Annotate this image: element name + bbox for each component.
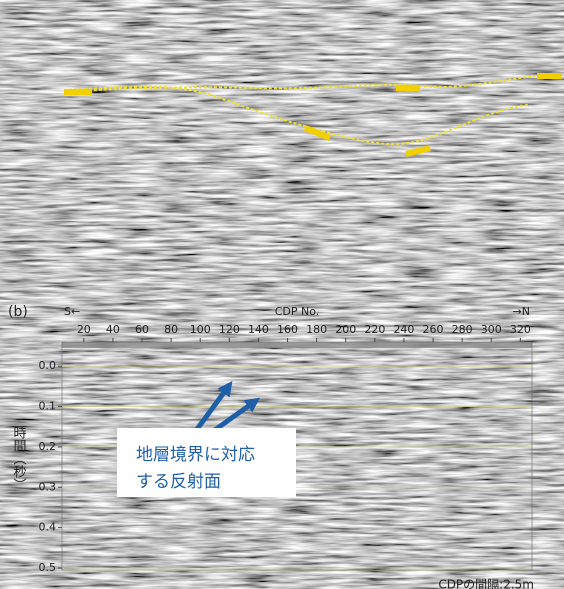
- top-band: [62, 342, 532, 348]
- panels: (a) CDP No. S← →N 10 20 30 40 50 60 70 80 90 100 110 12…: [8, 9, 562, 589]
- y-tick-label: 0.0: [39, 61, 57, 74]
- x-left-label: S←: [64, 305, 80, 318]
- x-tick-label: 80: [270, 26, 284, 39]
- annotation-text: する反射面: [136, 472, 221, 492]
- x-tick-label: 140: [248, 323, 269, 336]
- x-tick-label: 320: [510, 323, 531, 336]
- x-tick-label: 300: [481, 323, 502, 336]
- x-axis-title: CDP No.: [277, 10, 322, 23]
- y-tick-label: 0.1: [39, 400, 57, 413]
- y-tick-label: 0.4: [39, 521, 57, 534]
- x-tick-label: 100: [190, 323, 211, 336]
- x-tick-label: 50: [189, 26, 203, 39]
- annotation-text: 地層境界に対応: [136, 445, 255, 465]
- x-tick-label: 20: [77, 323, 91, 336]
- x-tick-label: 120: [374, 26, 395, 39]
- x-tick-label: 10: [82, 26, 96, 39]
- x-tick-label: 140: [427, 26, 448, 39]
- x-tick-label: 260: [423, 323, 444, 336]
- y-tick-label: 0.5: [39, 263, 57, 276]
- spacing-note: CDPの間隔:5m: [455, 278, 539, 292]
- y-tick-label: 0.2: [39, 142, 57, 155]
- seismic-section: [62, 62, 537, 270]
- x-tick-label: 100: [320, 26, 341, 39]
- x-tick-label: 60: [135, 323, 149, 336]
- y-axis-title: 時間（秒）: [11, 136, 27, 201]
- panel-label: (b): [8, 304, 28, 320]
- x-tick-label: 90: [297, 26, 311, 39]
- x-tick-label: 200: [335, 323, 356, 336]
- y-tick-label: 0.4: [39, 223, 57, 236]
- x-tick-label: 220: [364, 323, 385, 336]
- y-tick-label: 0.5: [39, 561, 57, 574]
- panel-label: (a): [8, 9, 28, 25]
- y-axis-title: 時間（秒）: [11, 426, 27, 491]
- y-tick-label: 0.3: [39, 480, 57, 493]
- x-tick-label: 180: [306, 323, 327, 336]
- x-tick-label: 170: [508, 26, 529, 39]
- x-tick-label: 150: [454, 26, 475, 39]
- y-tick-label: 0.1: [39, 101, 57, 114]
- figure: (a) CDP No. S← →N 10 20 30 40 50 60 70 80 90 100 110 12…: [0, 0, 564, 589]
- x-tick-label: 120: [219, 323, 240, 336]
- x-tick-label: 160: [481, 26, 502, 39]
- spacing-note: CDPの間隔:2.5m: [438, 578, 534, 589]
- y-tick-label: 0.3: [39, 182, 57, 195]
- x-tick-label: 40: [106, 323, 120, 336]
- x-tick-label: 30: [136, 26, 150, 39]
- y-tick-label: 0.2: [39, 440, 57, 453]
- x-tick-label: 240: [393, 323, 414, 336]
- x-axis-title: CDP No.: [275, 305, 320, 318]
- x-tick-label: 110: [347, 26, 368, 39]
- y-tick-label: 0.0: [39, 359, 57, 372]
- x-right-label: →N: [513, 305, 530, 318]
- x-right-label: →N: [518, 10, 535, 23]
- x-tick-label: 60: [216, 26, 230, 39]
- x-tick-label: 130: [400, 26, 421, 39]
- x-tick-label: 80: [164, 323, 178, 336]
- top-band: [62, 62, 537, 68]
- x-tick-label: 40: [162, 26, 176, 39]
- x-left-label: S←: [64, 10, 80, 23]
- x-tick-label: 160: [277, 323, 298, 336]
- x-tick-label: 70: [243, 26, 257, 39]
- x-tick-label: 20: [109, 26, 123, 39]
- x-tick-label: 280: [452, 323, 473, 336]
